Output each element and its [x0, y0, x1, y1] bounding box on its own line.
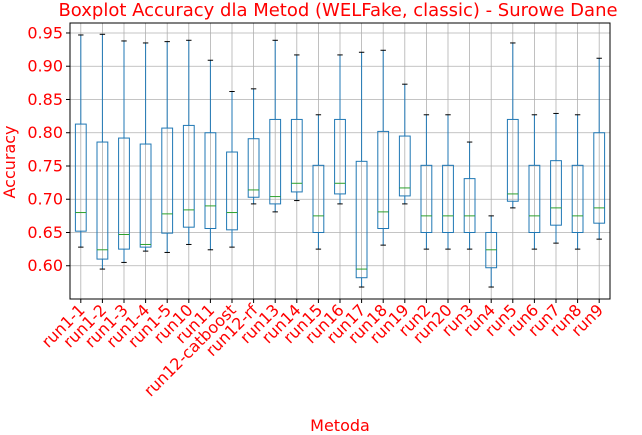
chart-title: Boxplot Accuracy dla Metod (WELFake, cla…	[58, 0, 617, 21]
x-axis-label: Metoda	[310, 416, 370, 435]
plot-frame	[69, 22, 611, 300]
box-iqr	[182, 124, 195, 228]
box-iqr	[571, 164, 584, 233]
boxes	[74, 33, 606, 288]
box-iqr	[269, 118, 282, 205]
box-iqr	[161, 127, 174, 234]
y-tick-label: 0.80	[27, 123, 63, 142]
box-iqr	[139, 143, 152, 248]
box-iqr	[118, 137, 130, 250]
box-iqr	[420, 164, 433, 233]
y-tick-label: 0.60	[27, 256, 63, 275]
y-tick-label: 0.85	[27, 90, 63, 109]
box-iqr	[463, 178, 476, 233]
y-tick-label: 0.70	[27, 190, 63, 209]
box-iqr	[355, 160, 368, 279]
box-iqr	[506, 118, 519, 202]
box-iqr	[204, 132, 217, 230]
box-iqr	[334, 118, 346, 195]
box-iqr	[247, 138, 260, 198]
box-iqr	[290, 118, 303, 193]
box-iqr	[398, 135, 411, 197]
y-axis-label: Accuracy	[0, 125, 19, 198]
box-iqr	[593, 132, 606, 224]
box-iqr	[312, 164, 325, 233]
y-tick-label: 0.90	[27, 57, 63, 76]
box-iqr	[74, 123, 87, 232]
y-tick-label: 0.75	[27, 156, 63, 175]
y-tick-label: 0.95	[27, 23, 63, 42]
box-iqr	[226, 151, 238, 231]
y-tick-label: 0.65	[27, 223, 63, 242]
box-iqr	[377, 130, 390, 230]
box-iqr	[528, 164, 541, 233]
box-iqr	[442, 164, 454, 233]
box-iqr	[96, 141, 109, 260]
box-iqr	[550, 160, 562, 226]
